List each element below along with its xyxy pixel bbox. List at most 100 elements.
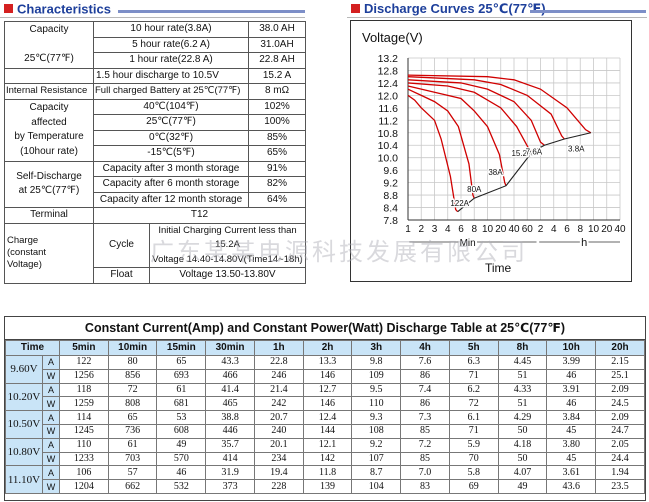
capacity-row-value: 22.8 AH [248, 52, 307, 69]
amp-label: A [41, 410, 61, 425]
internal-resistance-value: 8 mΩ [248, 83, 307, 100]
table-cell: 110 [351, 396, 402, 412]
watt-label: W [41, 451, 61, 467]
table-cell: 31.9 [205, 465, 255, 481]
table-cell: 736 [107, 423, 158, 439]
column-header: 1h [253, 340, 304, 356]
amp-label: A [41, 355, 61, 370]
table-cell: 373 [205, 479, 255, 494]
amp-label: A [41, 465, 61, 481]
table-row: 11.10V A 106 57 46 31.9 19.4 11.8 8.7 7.0 5.8 4.07 3… [5, 465, 645, 494]
table-cell: 3.61 [546, 465, 597, 481]
table-cell: 240 [253, 423, 304, 439]
capacity-row-label: 10 hour rate(3.8A) [92, 21, 250, 38]
table-cell: 24.5 [595, 396, 645, 412]
discharge-table: Time 5min 10min 15min 30min 1h 2h 3h 4h 5h 8h 10h 20… [5, 340, 645, 494]
table-cell: 57 [107, 465, 158, 481]
watt-label: W [41, 396, 61, 412]
watt-label: W [41, 368, 61, 384]
table-cell: 6.1 [448, 410, 499, 425]
curve-label: 3.8A [568, 144, 585, 153]
table-cell: 50 [497, 423, 548, 439]
table-cell: 2.05 [595, 437, 645, 453]
discharge-table-title: Constant Current(Amp) and Constant Power… [5, 317, 645, 340]
table-cell: 25.1 [595, 368, 645, 384]
float-label: Float [93, 267, 150, 284]
curves-header: Discharge Curves 25℃(77℉) [347, 0, 647, 18]
table-cell: 856 [107, 368, 158, 384]
table-cell: 466 [205, 368, 255, 384]
table-row: W 1233 703 570 414 234 142 107 85 70 50 45 24.4 [6, 451, 645, 467]
y-tick-label: 7.8 [383, 215, 398, 227]
cutoff-line [457, 132, 591, 213]
table-cell: 3.84 [546, 410, 597, 425]
y-tick-label: 11.6 [378, 103, 398, 115]
table-cell: 71 [448, 368, 499, 384]
x-tick-label: 10 [482, 224, 494, 235]
x-tick-label: 6 [564, 224, 570, 235]
table-cell: 41.4 [205, 382, 255, 398]
table-cell: 4.33 [497, 382, 548, 398]
curve-label: 38A [488, 168, 503, 177]
header-divider [118, 10, 305, 13]
self-discharge-row-label: Capacity after 3 month storage [92, 160, 250, 177]
table-cell: 108 [351, 423, 402, 439]
curve-label: 15.2A [511, 149, 533, 158]
column-header: 20h [595, 340, 645, 356]
table-cell: 45 [546, 423, 597, 439]
table-cell: 9.2 [351, 437, 402, 453]
table-cell: 46 [546, 396, 597, 412]
table-cell: 86 [400, 396, 450, 412]
table-cell: 51 [497, 396, 548, 412]
table-cell: 46 [156, 465, 207, 481]
table-row: 10.80V A 110 61 49 35.7 20.1 12.1 9.2 7.2 5.9 4.18 3… [5, 437, 645, 467]
table-row: 10.50V A 114 65 53 38.8 20.7 12.4 9.3 7.3 6.1 4.29 3… [5, 410, 645, 439]
table-cell: 65 [156, 355, 207, 370]
discharge-curve [407, 76, 565, 140]
table-cell: 85 [400, 423, 450, 439]
table-cell: 146 [302, 368, 353, 384]
capacity-row-value: 31.0AH [248, 36, 307, 53]
temperature-row-label: 25℃(77℉) [92, 114, 250, 131]
table-cell: 139 [302, 479, 353, 494]
table-cell: 1204 [59, 479, 109, 494]
table-cell: 3.80 [546, 437, 597, 453]
table-cell: 7.2 [400, 437, 450, 453]
self-discharge-row-label: Capacity after 6 month storage [92, 176, 250, 193]
discharge-curve [407, 88, 475, 199]
table-cell: 7.4 [400, 382, 450, 398]
table-cell: 61 [107, 437, 158, 453]
y-axis-label: Voltage(V) [362, 30, 423, 45]
discharge-label: 1.5 hour discharge to 10.5V [92, 67, 250, 84]
chart-frame [350, 20, 632, 282]
discharge-curve [407, 74, 592, 134]
float-value: Voltage 13.50-13.80V [148, 267, 307, 284]
table-cell: 246 [253, 368, 304, 384]
self-discharge-row-value: 82% [248, 176, 307, 193]
discharge-curves-chart: Voltage(V)13.212.812.412.011.611.210.810… [350, 20, 632, 282]
voltage-cell: 11.10V [5, 465, 43, 494]
table-cell: 72 [107, 382, 158, 398]
internal-resistance-label: Internal Resistance [4, 83, 94, 100]
table-cell: 45 [546, 451, 597, 467]
table-cell: 5.9 [448, 437, 499, 453]
table-cell: 49 [156, 437, 207, 453]
column-header: 4h [400, 340, 450, 356]
x-tick-label: 8 [577, 224, 583, 235]
discharge-curve [407, 94, 459, 213]
table-cell: 2.09 [595, 382, 645, 398]
y-tick-label: 9.2 [383, 178, 398, 190]
table-cell: 20.7 [253, 410, 304, 425]
table-cell: 114 [59, 410, 109, 425]
capacity-label: Capacity 25℃(77℉) [4, 21, 94, 69]
table-cell: 9.8 [351, 355, 402, 370]
discharge-curve [407, 85, 507, 186]
x-tick-label: 60 [522, 224, 534, 235]
charge-label: Charge (constant Voltage) [4, 222, 94, 284]
y-tick-label: 12.0 [378, 90, 399, 102]
voltage-cell: 10.80V [5, 437, 43, 467]
x-tick-label: 40 [614, 224, 626, 235]
h-unit-label: h [581, 237, 587, 249]
table-row: W 1259 808 681 465 242 146 110 86 72 51 46 24.5 [6, 396, 645, 412]
terminal-label: Terminal [4, 207, 94, 224]
